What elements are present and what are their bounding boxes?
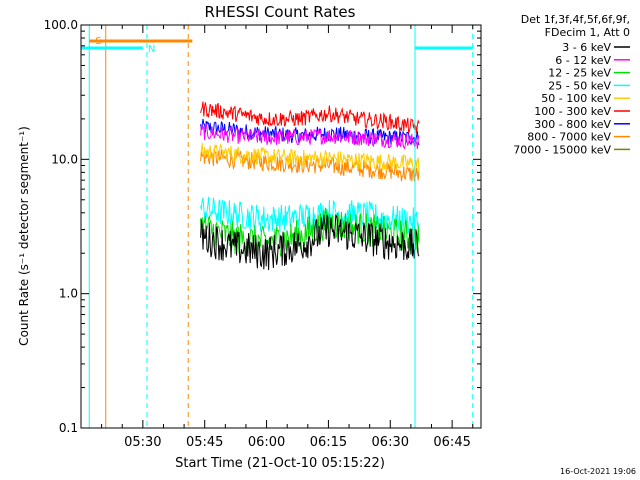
series-line [200, 148, 420, 182]
marker-layer: SN [81, 25, 474, 428]
state-bar-label: N [148, 44, 155, 55]
legend-entry-label: 100 - 300 keV [534, 105, 611, 118]
x-tick-label: 05:45 [186, 435, 223, 450]
x-axis-label: Start Time (21-Oct-10 05:15:22) [175, 456, 385, 471]
x-tick-label: 06:30 [372, 435, 409, 450]
y-axis-label: Count Rate (s⁻¹ detector segment⁻¹) [17, 126, 31, 346]
series-line [200, 213, 420, 271]
legend-entry-label: 7000 - 15000 keV [513, 143, 611, 156]
legend-entry-label: 12 - 25 keV [548, 67, 611, 80]
y-tick-label: 1.0 [59, 287, 78, 301]
series-line [200, 142, 420, 173]
y-tick-label: 10.0 [51, 152, 78, 166]
legend: Det 1f,3f,4f,5f,6f,9f, FDecim 1, Att 0 3… [513, 13, 630, 156]
legend-header-line-1: Det 1f,3f,4f,5f,6f,9f, [521, 13, 630, 26]
legend-entry-label: 800 - 7000 keV [527, 131, 611, 144]
legend-entry-label: 3 - 6 keV [562, 41, 611, 54]
x-tick-label: 06:15 [310, 435, 347, 450]
legend-entry-label: 6 - 12 keV [555, 54, 611, 67]
x-tick-label: 06:00 [248, 435, 285, 450]
y-axis: 0.1 1.0 10.0 100.0 [44, 18, 481, 435]
series-line [200, 122, 420, 150]
footer-timestamp: 16-Oct-2021 19:06 [560, 467, 636, 476]
legend-header-line-2: FDecim 1, Att 0 [545, 26, 630, 39]
series-line [200, 118, 420, 146]
y-tick-label: 100.0 [44, 18, 78, 32]
legend-entry-label: 300 - 800 keV [534, 118, 611, 131]
x-tick-label: 05:30 [124, 435, 161, 450]
chart-title: RHESSI Count Rates [205, 3, 356, 21]
state-bar-label: S [95, 36, 101, 47]
series-line [200, 101, 420, 135]
data-layer [200, 101, 420, 271]
legend-entry-label: 50 - 100 keV [541, 92, 611, 105]
x-axis: 05:30 05:45 06:00 06:15 06:30 06:45 [101, 25, 474, 450]
y-tick-label: 0.1 [59, 421, 78, 435]
plot-frame [80, 24, 482, 429]
x-tick-label: 06:45 [433, 435, 470, 450]
legend-entry-label: 25 - 50 keV [548, 79, 611, 92]
